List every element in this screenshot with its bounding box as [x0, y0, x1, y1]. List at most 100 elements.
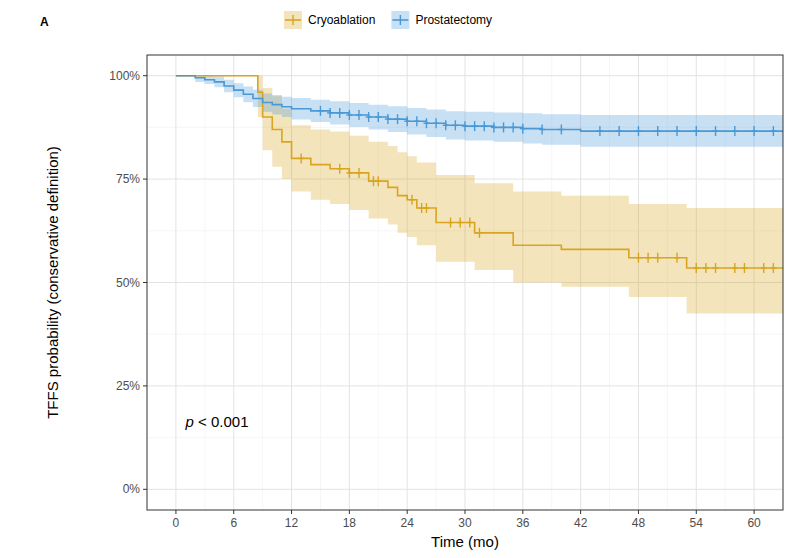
censor-mark [703, 263, 709, 273]
grid-line [147, 489, 783, 490]
plot-background [147, 55, 783, 510]
censor-tick [732, 130, 738, 131]
x-axis-label: Time (mo) [431, 533, 499, 550]
censor-tick [597, 130, 603, 131]
censor-mark [520, 124, 526, 134]
censor-tick [443, 125, 449, 126]
x-tick [349, 510, 350, 514]
censor-tick [346, 114, 352, 115]
censor-mark [462, 121, 468, 131]
censor-mark [645, 253, 651, 263]
censor-tick [770, 267, 776, 268]
y-tick-label: 0% [123, 482, 141, 496]
censor-tick [423, 123, 429, 124]
y-tick [143, 179, 147, 180]
y-tick [143, 489, 147, 490]
censor-mark [452, 120, 458, 130]
x-tick [638, 510, 639, 514]
censor-tick [375, 116, 381, 117]
censor-mark [751, 126, 757, 136]
censor-tick [404, 120, 410, 121]
censor-tick [674, 130, 680, 131]
censor-tick [635, 257, 641, 258]
censor-mark [346, 168, 352, 178]
plot-frame [147, 55, 783, 510]
censor-tick [510, 127, 516, 128]
censor-mark [491, 122, 497, 132]
chart: 061218243036424854600%25%50%75%100%Time … [0, 0, 800, 558]
confidence-band [176, 76, 783, 147]
x-tick-label: 6 [230, 516, 237, 530]
censor-tick [409, 199, 415, 200]
censor-tick [375, 180, 381, 181]
p-italic: p [185, 413, 194, 430]
censor-mark [327, 108, 333, 118]
censor-tick [317, 110, 323, 111]
censor-mark [395, 114, 401, 124]
censor-mark [655, 253, 661, 263]
x-tick [175, 510, 176, 514]
censor-tick [539, 129, 545, 130]
censor-mark [732, 263, 738, 273]
censor-mark [476, 228, 482, 238]
legend-marker [400, 15, 401, 25]
censor-tick [337, 112, 343, 113]
censor-mark [467, 218, 473, 228]
censor-tick [491, 127, 497, 128]
confidence-band [176, 76, 783, 314]
censor-tick [327, 112, 333, 113]
censor-tick [395, 118, 401, 119]
x-tick-label: 60 [747, 516, 761, 530]
censor-tick [770, 130, 776, 131]
censor-mark [404, 116, 410, 126]
censor-mark [366, 112, 372, 122]
x-tick-label: 42 [574, 516, 588, 530]
censor-tick [520, 128, 526, 129]
censor-mark [713, 263, 719, 273]
censor-tick [693, 130, 699, 131]
x-tick-label: 12 [285, 516, 299, 530]
legend-swatch [284, 11, 302, 29]
censor-mark [409, 195, 415, 205]
censor-tick [713, 267, 719, 268]
x-tick-label: 0 [173, 516, 180, 530]
censor-tick [501, 127, 507, 128]
grid-line [147, 385, 783, 386]
censor-tick [356, 172, 362, 173]
censor-tick [337, 168, 343, 169]
legend-label: Cryoablation [308, 13, 375, 27]
censor-mark [732, 126, 738, 136]
legend: CryoablationProstatectomy [284, 11, 492, 29]
censor-tick [655, 130, 661, 131]
censor-mark [337, 164, 343, 174]
survival-line [176, 76, 783, 268]
censor-mark [375, 176, 381, 186]
censor-tick [414, 120, 420, 121]
censor-mark [472, 121, 478, 131]
censor-mark [558, 124, 564, 134]
censor-mark [375, 112, 381, 122]
censor-mark [346, 110, 352, 120]
censor-mark [616, 126, 622, 136]
censor-tick [616, 130, 622, 131]
legend-item: Cryoablation [284, 11, 375, 29]
censor-mark [423, 203, 429, 213]
p-value: p < 0.001 [185, 413, 249, 430]
y-tick [143, 385, 147, 386]
censor-mark [770, 263, 776, 273]
censor-mark [423, 118, 429, 128]
censor-mark [635, 126, 641, 136]
censor-mark [298, 153, 304, 163]
censor-tick [645, 257, 651, 258]
y-tick-label: 50% [116, 276, 140, 290]
censor-mark [356, 110, 362, 120]
x-tick [465, 510, 466, 514]
censor-mark [597, 126, 603, 136]
y-tick-label: 100% [109, 69, 140, 83]
x-tick-label: 36 [516, 516, 530, 530]
censor-tick [433, 123, 439, 124]
survival-line [176, 76, 783, 131]
censor-tick [655, 257, 661, 258]
x-tick [407, 510, 408, 514]
censor-mark [761, 263, 767, 273]
